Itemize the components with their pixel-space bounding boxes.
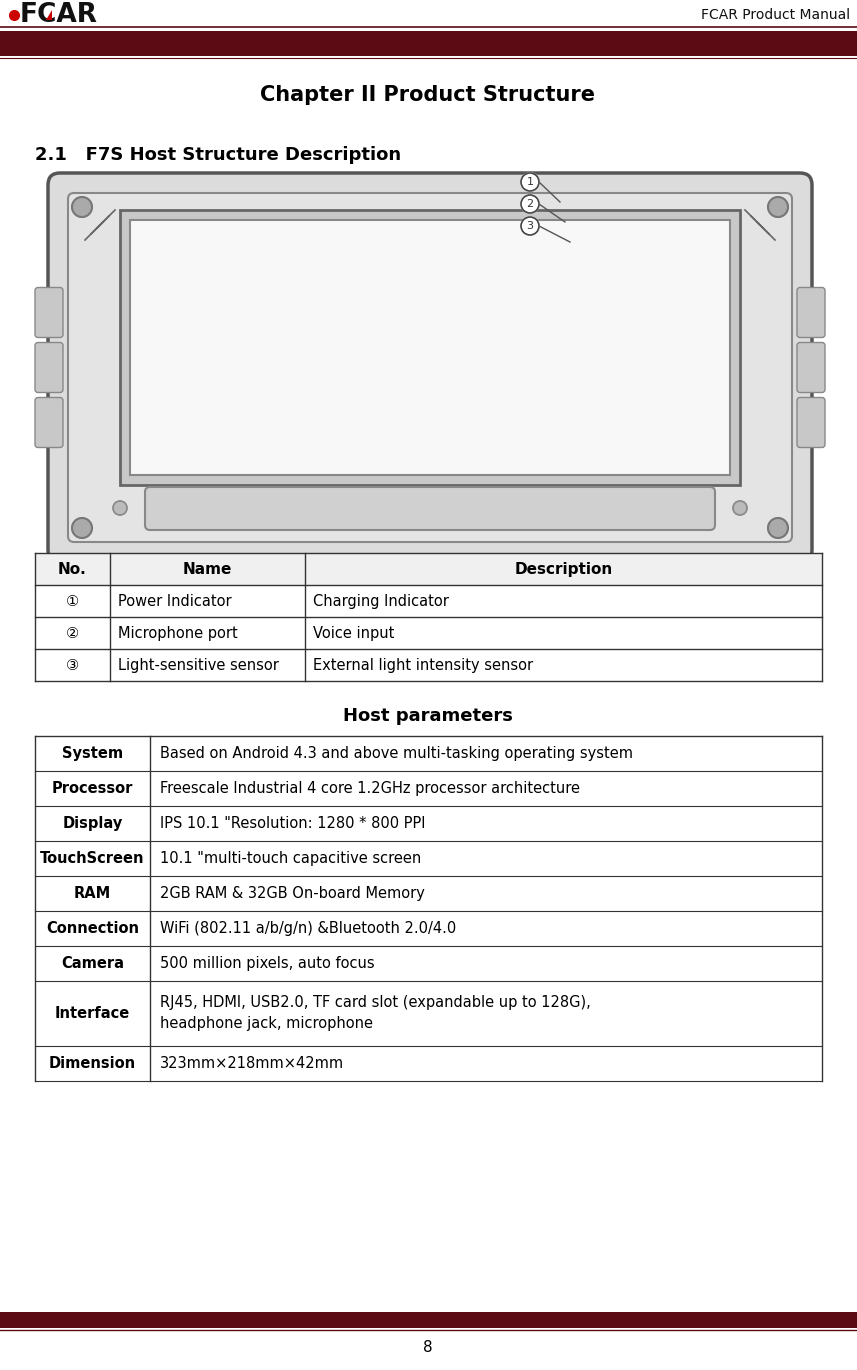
FancyBboxPatch shape [68, 193, 792, 543]
Text: Chapter II Product Structure: Chapter II Product Structure [261, 85, 596, 105]
Text: IPS 10.1 "Resolution: 1280 * 800 PPI: IPS 10.1 "Resolution: 1280 * 800 PPI [160, 817, 425, 832]
Text: ①: ① [66, 593, 79, 608]
Text: Display: Display [63, 817, 123, 832]
Text: Light-sensitive sensor: Light-sensitive sensor [118, 658, 279, 673]
Text: ③: ③ [66, 658, 79, 673]
Text: Dimension: Dimension [49, 1056, 136, 1071]
Bar [0, 32, 857, 56]
Text: 2: 2 [526, 199, 534, 210]
Text: Charging Indicator: Charging Indicator [313, 593, 449, 608]
Text: External light intensity sensor: External light intensity sensor [313, 658, 533, 673]
Text: Voice input: Voice input [313, 626, 394, 641]
Text: Name: Name [183, 562, 232, 577]
Text: 3: 3 [526, 221, 534, 232]
Text: Based on Android 4.3 and above multi-tasking operating system: Based on Android 4.3 and above multi-tas… [160, 747, 633, 760]
Bar [0, 1312, 857, 1328]
Bar [35, 553, 822, 585]
Circle shape [113, 501, 127, 515]
Text: 2GB RAM & 32GB On-board Memory: 2GB RAM & 32GB On-board Memory [160, 886, 425, 901]
FancyBboxPatch shape [35, 288, 63, 337]
Bar [35, 553, 822, 681]
Text: No.: No. [58, 562, 87, 577]
Circle shape [733, 501, 747, 515]
Circle shape [768, 197, 788, 216]
Text: 323mm×218mm×42mm: 323mm×218mm×42mm [160, 1056, 345, 1071]
Bar [35, 736, 822, 1081]
Text: Processor: Processor [51, 781, 133, 796]
Text: 2.1   F7S Host Structure Description: 2.1 F7S Host Structure Description [35, 147, 401, 164]
Text: Description: Description [514, 562, 613, 577]
Text: 1: 1 [526, 177, 534, 186]
Text: ②: ② [66, 626, 79, 641]
Text: FCAR: FCAR [20, 1, 98, 27]
Text: RAM: RAM [74, 886, 111, 901]
Text: Camera: Camera [61, 956, 124, 971]
Text: 500 million pixels, auto focus: 500 million pixels, auto focus [160, 956, 375, 971]
Bar [130, 221, 730, 475]
Circle shape [72, 197, 92, 216]
Text: FCAR Product Manual: FCAR Product Manual [701, 8, 850, 22]
Text: Interface: Interface [55, 1006, 130, 1021]
Bar [120, 210, 740, 485]
Circle shape [768, 518, 788, 538]
Text: Host parameters: Host parameters [343, 707, 513, 725]
FancyBboxPatch shape [797, 342, 825, 392]
Text: Microphone port: Microphone port [118, 626, 237, 641]
Text: 10.1 "multi-touch capacitive screen: 10.1 "multi-touch capacitive screen [160, 851, 422, 866]
Circle shape [72, 518, 92, 538]
Text: Connection: Connection [46, 921, 139, 936]
Text: WiFi (802.11 a/b/g/n) &Bluetooth 2.0/4.0: WiFi (802.11 a/b/g/n) &Bluetooth 2.0/4.0 [160, 921, 456, 936]
Text: TouchScreen: TouchScreen [40, 851, 145, 866]
FancyBboxPatch shape [35, 397, 63, 448]
Text: Power Indicator: Power Indicator [118, 593, 231, 608]
Circle shape [521, 216, 539, 236]
Polygon shape [46, 10, 52, 21]
FancyBboxPatch shape [48, 173, 812, 562]
Text: Freescale Industrial 4 core 1.2GHz processor architecture: Freescale Industrial 4 core 1.2GHz proce… [160, 781, 580, 796]
FancyBboxPatch shape [145, 486, 715, 530]
FancyBboxPatch shape [797, 397, 825, 448]
Text: RJ45, HDMI, USB2.0, TF card slot (expandable up to 128G),
headphone jack, microp: RJ45, HDMI, USB2.0, TF card slot (expand… [160, 996, 590, 1032]
FancyBboxPatch shape [797, 288, 825, 337]
FancyBboxPatch shape [35, 342, 63, 392]
Text: 8: 8 [423, 1340, 433, 1355]
Text: System: System [62, 747, 123, 760]
Circle shape [521, 173, 539, 190]
Circle shape [521, 195, 539, 212]
